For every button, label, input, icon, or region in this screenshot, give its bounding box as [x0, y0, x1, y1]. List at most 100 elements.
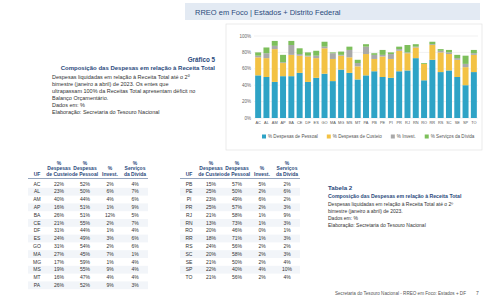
bar-segment	[380, 50, 386, 55]
table-cell: 17%	[54, 259, 65, 265]
table-cell: 45%	[80, 251, 91, 257]
bar-segment	[463, 64, 469, 67]
x-tick-label: SP	[463, 120, 469, 125]
table-cell: 51%	[80, 212, 91, 218]
bar-segment	[380, 77, 386, 118]
chart-description: ultrapassam 100% da Receitas Total apres…	[52, 88, 195, 94]
bar-segment	[305, 57, 311, 82]
bar-segment	[272, 49, 278, 82]
table-cell: AP	[34, 204, 41, 210]
table-cell: 4%	[131, 181, 139, 187]
table-cell: 50%	[232, 259, 243, 265]
bar-segment	[263, 77, 269, 118]
row-band	[180, 266, 300, 274]
table-description: Dados em: %	[328, 215, 359, 221]
x-tick-label: CE	[297, 120, 303, 125]
table-header: de Pessoal	[224, 171, 251, 177]
row-band	[180, 188, 300, 196]
row-band	[28, 219, 148, 227]
bar-segment	[322, 48, 328, 73]
x-tick-label: AL	[264, 120, 270, 125]
bar-segment	[297, 48, 303, 54]
table-cell: 1%	[106, 227, 114, 233]
x-tick-label: MS	[346, 120, 352, 125]
table-cell: 1%	[258, 212, 266, 218]
table-cell: BA	[34, 212, 41, 218]
chart-description: bimestre (janeiro a abril) de 2023. Os e…	[52, 81, 168, 87]
bar-segment	[446, 54, 452, 70]
bar-segment	[346, 47, 352, 50]
bar-segment	[380, 57, 386, 78]
x-tick-label: AP	[280, 120, 286, 125]
table-cell: 20%	[206, 251, 217, 257]
bar-segment	[388, 78, 394, 118]
table-cell: 58%	[232, 212, 243, 218]
bar-segment	[413, 44, 419, 46]
table-cell: 2%	[258, 251, 266, 257]
bars	[255, 41, 477, 118]
y-tick-label: 0%	[244, 116, 251, 121]
chart-label: Gráfico 5	[188, 56, 216, 63]
table-cell: 24%	[54, 235, 65, 241]
table-cell: RS	[186, 243, 194, 249]
table-header: de Custeio	[198, 171, 224, 177]
bar-segment	[471, 50, 477, 53]
table-cell: 1%	[258, 220, 266, 226]
x-tick-label: SE	[455, 120, 461, 125]
bar-segment	[396, 51, 402, 71]
bar-segment	[305, 82, 311, 118]
table-cell: 50%	[232, 188, 243, 194]
table-cell: 4%	[283, 259, 291, 265]
table-cell: 19%	[54, 266, 65, 272]
table-cell: 27%	[54, 251, 65, 257]
table-cell: 3%	[283, 251, 291, 257]
table-cell: 3%	[131, 282, 139, 288]
x-tick-label: ES	[314, 120, 320, 125]
bar-segment	[322, 47, 328, 49]
table-cell: 1%	[106, 259, 114, 265]
table-cell: 2%	[106, 181, 114, 187]
legend-swatch	[391, 135, 395, 139]
table-cell: 6%	[283, 188, 291, 194]
x-tick-label: RR	[430, 120, 436, 125]
bar-segment	[338, 70, 344, 118]
table-cell: RN	[185, 220, 193, 226]
table-cell: RJ	[186, 212, 193, 218]
table-cell: 24%	[206, 243, 217, 249]
bar-segment	[471, 55, 477, 72]
bar-segment	[429, 42, 435, 44]
bar-segment	[396, 71, 402, 118]
bar-segment	[313, 78, 319, 118]
table-title: Composição das Despesas em relação à Rec…	[328, 193, 462, 199]
table-cell: MG	[33, 259, 41, 265]
table-cell: 1%	[283, 227, 291, 233]
x-tick-label: SC	[446, 120, 452, 125]
table-cell: 2%	[258, 274, 266, 280]
bar-segment	[429, 60, 435, 118]
table-cell: PR	[186, 204, 193, 210]
table-cell: RR	[185, 235, 193, 241]
table-cell: 12%	[105, 212, 116, 218]
bar-segment	[338, 56, 344, 70]
bar-segment	[396, 49, 402, 51]
bar-segment	[429, 45, 435, 60]
bar-segment	[388, 59, 394, 78]
table-cell: 71%	[232, 235, 243, 241]
table-cell: 52%	[80, 282, 91, 288]
table-cell: 4%	[106, 196, 114, 202]
table-cell: 26%	[54, 282, 65, 288]
x-tick-label: PE	[380, 120, 386, 125]
table-cell: PI	[187, 196, 192, 202]
table-cell: PE	[186, 188, 193, 194]
bar-segment	[371, 71, 377, 118]
bar-segment	[438, 72, 444, 118]
table-cell: 3%	[283, 204, 291, 210]
row-band	[28, 188, 148, 196]
bar-segment	[346, 50, 352, 57]
table-cell: 21%	[54, 220, 65, 226]
table-cell: 9%	[106, 266, 114, 272]
page-body: RREO em Foco | Estados + Distrito Federa…	[0, 0, 500, 300]
bar-segment	[263, 58, 269, 77]
bar-segment	[263, 53, 269, 58]
bar-segment	[363, 47, 369, 54]
